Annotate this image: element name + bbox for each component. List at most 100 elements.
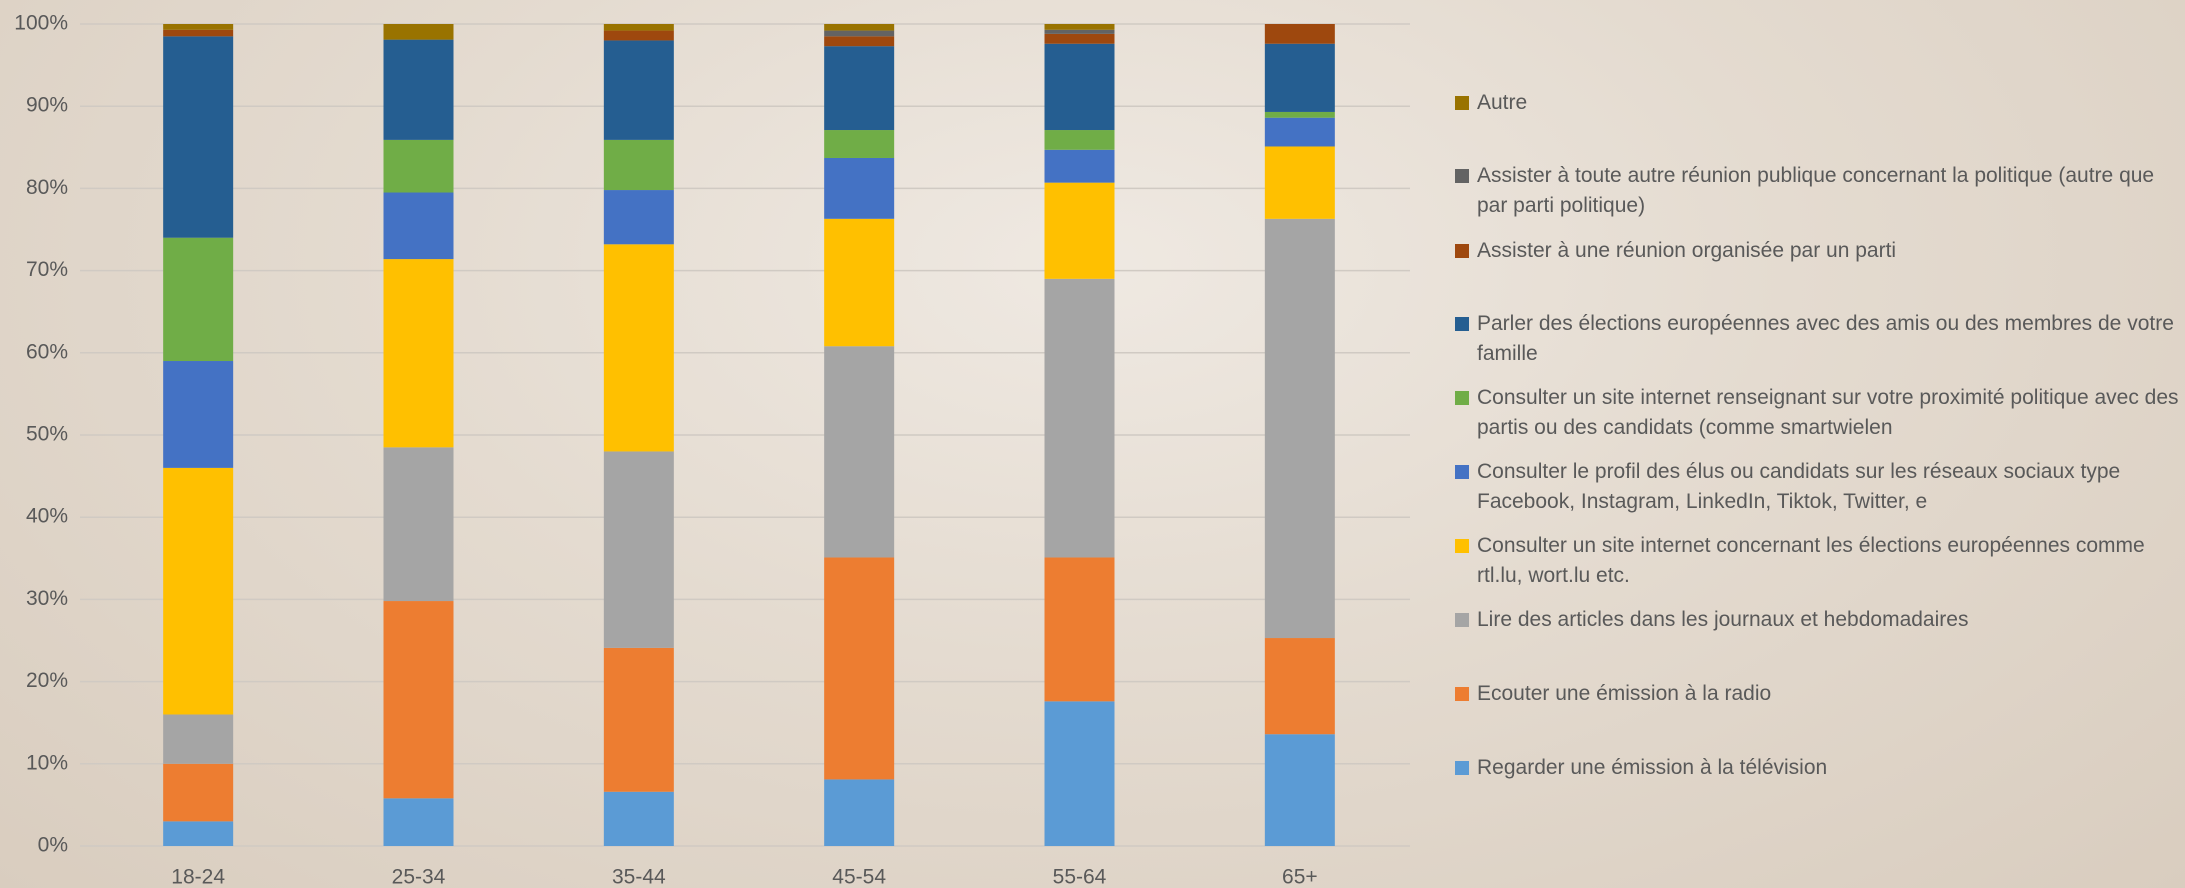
legend-swatch — [1455, 391, 1469, 405]
y-tick-label: 40% — [26, 505, 68, 528]
bar-segment — [1265, 734, 1335, 846]
bar-segment — [163, 36, 233, 237]
bar-segment — [1265, 24, 1335, 44]
legend-item: Assister à une réunion organisée par un … — [1455, 236, 1896, 266]
bar-segment — [1045, 24, 1115, 30]
legend-swatch — [1455, 317, 1469, 331]
bar-segment — [163, 238, 233, 361]
x-tick-label: 35-44 — [612, 866, 666, 888]
y-tick-label: 20% — [26, 669, 68, 692]
bar-segment — [384, 259, 454, 447]
x-tick-label: 18-24 — [171, 866, 225, 888]
legend-swatch — [1455, 96, 1469, 110]
bar-segment — [1045, 150, 1115, 183]
bar-segment — [1265, 118, 1335, 147]
legend-swatch — [1455, 761, 1469, 775]
bar-segment — [824, 24, 894, 31]
y-tick-label: 70% — [26, 258, 68, 281]
bar-segment — [163, 764, 233, 822]
bar-segment — [384, 40, 454, 140]
bar-segment — [384, 447, 454, 601]
bar-segment — [1045, 34, 1115, 44]
legend-item: Regarder une émission à la télévision — [1455, 753, 1827, 783]
bar-segment — [824, 557, 894, 779]
legend-swatch — [1455, 465, 1469, 479]
x-tick-label: 55-64 — [1053, 866, 1107, 888]
bar-segment — [604, 24, 674, 31]
legend-label: Ecouter une émission à la radio — [1477, 679, 1771, 709]
legend-label: Assister à une réunion organisée par un … — [1477, 236, 1896, 266]
legend-label: Regarder une émission à la télévision — [1477, 753, 1827, 783]
y-tick-label: 90% — [26, 94, 68, 117]
bar-segment — [384, 601, 454, 798]
bar-segment — [1265, 219, 1335, 638]
bar-segment — [1265, 44, 1335, 112]
bar-segment — [163, 714, 233, 763]
legend-item: Parler des élections européennes avec de… — [1455, 309, 2180, 369]
y-tick-label: 60% — [26, 340, 68, 363]
bar-segment — [824, 36, 894, 46]
y-tick-label: 80% — [26, 176, 68, 199]
bar-segment — [384, 798, 454, 846]
bar-segment — [384, 140, 454, 193]
x-tick-label: 65+ — [1282, 866, 1318, 888]
x-tick-label: 45-54 — [832, 866, 886, 888]
legend-label: Consulter le profil des élus ou candidat… — [1477, 457, 2180, 517]
legend-label: Assister à toute autre réunion publique … — [1477, 161, 2180, 221]
legend-label: Lire des articles dans les journaux et h… — [1477, 605, 1968, 635]
bar-segment — [384, 193, 454, 260]
bar-segment — [1045, 557, 1115, 701]
bar-segment — [1045, 44, 1115, 130]
bar-segment — [824, 46, 894, 130]
bar-segment — [1045, 130, 1115, 150]
bar-segment — [163, 30, 233, 37]
legend-swatch — [1455, 169, 1469, 183]
legend-swatch — [1455, 613, 1469, 627]
y-tick-label: 100% — [14, 12, 68, 35]
legend-label: Consulter un site internet renseignant s… — [1477, 383, 2180, 443]
bar-segment — [604, 31, 674, 41]
x-tick-label: 25-34 — [392, 866, 446, 888]
y-tick-label: 0% — [38, 834, 68, 857]
legend-item: Autre — [1455, 88, 1527, 118]
bar-segment — [1045, 701, 1115, 846]
bar-segment — [163, 24, 233, 30]
bar-segment — [604, 244, 674, 451]
legend-swatch — [1455, 539, 1469, 553]
bar-segment — [824, 346, 894, 557]
screen: 0% 10% 20% 30% 40% 50% 60% 70% 80% 90% 100% 18-24 25… — [0, 0, 2185, 888]
legend-item: Assister à toute autre réunion publique … — [1455, 161, 2180, 221]
bar-segment — [604, 140, 674, 190]
bar-segment — [384, 24, 454, 40]
bar-segment — [1045, 183, 1115, 279]
legend-item: Lire des articles dans les journaux et h… — [1455, 605, 1968, 635]
y-tick-label: 30% — [26, 587, 68, 610]
bar-segment — [604, 648, 674, 792]
bar-segment — [1045, 30, 1115, 34]
bar-segment — [163, 468, 233, 715]
bar-segment — [824, 130, 894, 158]
bar-segment — [1265, 638, 1335, 734]
bar-segment — [824, 779, 894, 846]
chart: 0% 10% 20% 30% 40% 50% 60% 70% 80% 90% 100% 18-24 25… — [0, 0, 2185, 888]
legend-swatch — [1455, 244, 1469, 258]
bar-segment — [604, 190, 674, 244]
bar-segment — [1265, 146, 1335, 218]
legend-item: Consulter un site internet renseignant s… — [1455, 383, 2180, 443]
bar-segment — [604, 40, 674, 139]
bar-segment — [1265, 112, 1335, 118]
bar-segment — [824, 158, 894, 219]
bar-segment — [604, 451, 674, 647]
legend-label: Parler des élections européennes avec de… — [1477, 309, 2180, 369]
legend-item: Consulter le profil des élus ou candidat… — [1455, 457, 2180, 517]
bar-segment — [824, 219, 894, 346]
legend-item: Consulter un site internet concernant le… — [1455, 531, 2180, 591]
y-tick-label: 10% — [26, 751, 68, 774]
y-tick-label: 50% — [26, 423, 68, 446]
legend-swatch — [1455, 687, 1469, 701]
legend-item: Ecouter une émission à la radio — [1455, 679, 1771, 709]
bar-segment — [163, 821, 233, 846]
bar-segment — [604, 792, 674, 846]
bar-segment — [163, 361, 233, 468]
legend-label: Autre — [1477, 88, 1527, 118]
